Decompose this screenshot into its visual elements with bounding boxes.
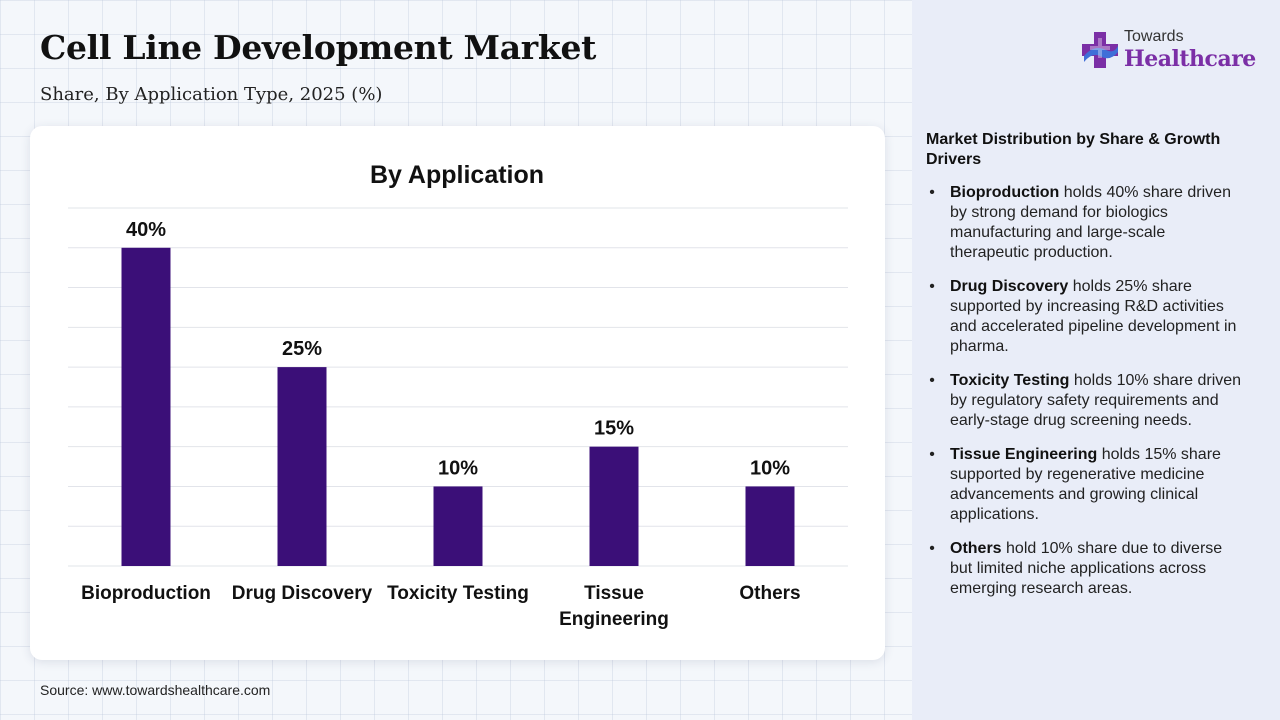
panel-heading: Market Distribution by Share & Growth Dr… — [926, 131, 1221, 168]
value-label: 10% — [438, 457, 478, 479]
source-note: Source: www.towardshealthcare.com — [40, 682, 271, 698]
logo-text-healthcare: Healthcare — [1124, 46, 1256, 72]
driver-name: Toxicity Testing — [950, 372, 1070, 389]
right-panel-background — [912, 0, 1280, 720]
chart-category-labels: Bioproduction Drug Discovery Toxicity Test… — [81, 583, 801, 630]
bullet-dot: • — [929, 540, 935, 557]
driver-description: hold 10% share due to diverse but limite… — [950, 540, 1223, 597]
driver-list-item: • Drug Discovery holds 25% share supporte… — [926, 277, 1246, 357]
driver-list: • Bioproduction holds 40% share driven by… — [926, 183, 1246, 613]
bar-tissue-engineering — [589, 446, 639, 566]
chart-gridlines — [68, 207, 848, 567]
value-label: 15% — [594, 418, 634, 440]
cross-icon — [1082, 32, 1118, 68]
driver-description: holds 10% share driven by regulatory saf… — [950, 372, 1242, 429]
bullet-dot: • — [929, 446, 935, 463]
bar-chart: By Application 40% 25% 10% 15% 10% Bioproduc… — [68, 161, 848, 630]
category-label: Drug Discovery — [232, 583, 373, 604]
bullet-dot: • — [929, 278, 935, 295]
driver-name: Tissue Engineering — [950, 446, 1098, 463]
bullet-dot: • — [929, 372, 935, 389]
category-label: Tissue Engineering — [559, 583, 669, 630]
chart-bars — [121, 247, 795, 566]
driver-description: holds 40% share driven by strong demand … — [950, 184, 1231, 261]
value-label: 25% — [282, 338, 322, 360]
driver-list-item: • Tissue Engineering holds 15% share supp… — [926, 445, 1246, 525]
page-title: Cell Line Development Market — [40, 28, 597, 67]
bar-toxicity-testing — [433, 486, 483, 566]
driver-name: Bioproduction — [950, 184, 1060, 201]
category-label: Toxicity Testing — [387, 583, 529, 604]
driver-description: holds 25% share supported by increasing … — [950, 278, 1237, 355]
page-subtitle: Share, By Application Type, 2025 (%) — [40, 84, 383, 105]
bullet-dot: • — [929, 184, 935, 201]
logo-text-towards: Towards — [1124, 28, 1184, 45]
category-label: Bioproduction — [81, 583, 211, 604]
chart-title: By Application — [370, 161, 544, 189]
value-label: 10% — [750, 457, 790, 479]
chart-card: By Application 40% 25% 10% 15% 10% Bioproduc… — [30, 126, 885, 660]
driver-list-item: • Bioproduction holds 40% share driven by… — [926, 183, 1246, 263]
driver-name: Others — [950, 540, 1002, 557]
chart-value-labels: 40% 25% 10% 15% 10% — [126, 219, 790, 480]
value-label: 40% — [126, 219, 166, 241]
bar-others — [745, 486, 795, 566]
driver-description: holds 15% share supported by regenerativ… — [950, 446, 1221, 523]
driver-name: Drug Discovery — [950, 278, 1069, 295]
category-label: Others — [739, 583, 800, 604]
brand-logo: Towards Healthcare — [1080, 26, 1260, 80]
driver-list-item: • Toxicity Testing holds 10% share driven… — [926, 371, 1246, 431]
bar-drug-discovery — [277, 367, 327, 566]
bar-bioproduction — [121, 247, 171, 566]
driver-list-item: • Others hold 10% share due to diverse bu… — [926, 539, 1246, 599]
